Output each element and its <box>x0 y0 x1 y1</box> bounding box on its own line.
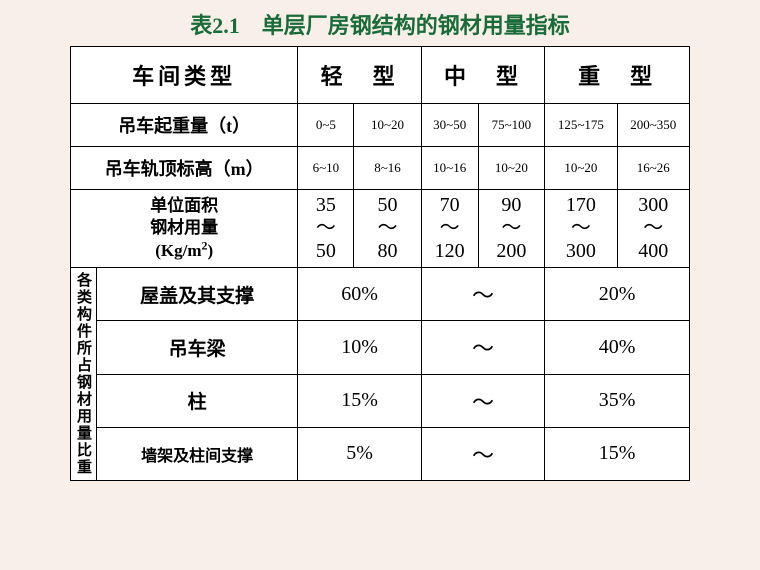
pct-heavy: 15% <box>545 427 690 480</box>
cell: 8~16 <box>354 147 421 190</box>
rail-height-row: 吊车轨顶标高（m） 6~10 8~16 10~16 10~20 10~20 16… <box>71 147 690 190</box>
steel-usage-table: 车间类型 轻 型 中 型 重 型 吊车起重量（t） 0~5 10~20 30~5… <box>70 46 690 481</box>
header-row: 车间类型 轻 型 中 型 重 型 <box>71 47 690 104</box>
component-row-roof: 各类构件所占钢材用量比重 屋盖及其支撑 60% ～ 20% <box>71 268 690 321</box>
cell: 300～400 <box>617 190 689 268</box>
pct-heavy: 35% <box>545 374 690 427</box>
cell: 35～50 <box>298 190 354 268</box>
rail-height-label: 吊车轨顶标高（m） <box>71 147 298 190</box>
label-line: 钢材用量 <box>150 218 218 237</box>
pct-light: 10% <box>298 321 421 374</box>
cell: 16~26 <box>617 147 689 190</box>
component-name: 屋盖及其支撑 <box>97 268 298 321</box>
label-line: (Kg/m2) <box>155 241 213 260</box>
cell: 170～300 <box>545 190 617 268</box>
component-name: 吊车梁 <box>97 321 298 374</box>
steel-usage-row: 单位面积 钢材用量 (Kg/m2) 35～50 50～80 70～120 90～… <box>71 190 690 268</box>
pct-tilde: ～ <box>421 321 544 374</box>
components-side-label: 各类构件所占钢材用量比重 <box>71 268 97 481</box>
cell: 10~20 <box>354 104 421 147</box>
cell: 10~20 <box>545 147 617 190</box>
component-name: 柱 <box>97 374 298 427</box>
pct-light: 5% <box>298 427 421 480</box>
pct-light: 60% <box>298 268 421 321</box>
cell: 75~100 <box>478 104 545 147</box>
pct-tilde: ～ <box>421 374 544 427</box>
crane-weight-label: 吊车起重量（t） <box>71 104 298 147</box>
component-name: 墙架及柱间支撑 <box>97 427 298 480</box>
pct-heavy: 40% <box>545 321 690 374</box>
cell: 200~350 <box>617 104 689 147</box>
pct-tilde: ～ <box>421 268 544 321</box>
col-medium: 中 型 <box>421 47 544 104</box>
col-heavy: 重 型 <box>545 47 690 104</box>
cell: 10~20 <box>478 147 545 190</box>
cell: 125~175 <box>545 104 617 147</box>
cell: 90～200 <box>478 190 545 268</box>
table-title: 表2.1 单层厂房钢结构的钢材用量指标 <box>0 8 760 40</box>
cell: 0~5 <box>298 104 354 147</box>
steel-usage-label: 单位面积 钢材用量 (Kg/m2) <box>71 190 298 268</box>
component-row-column: 柱 15% ～ 35% <box>71 374 690 427</box>
component-row-crane-beam: 吊车梁 10% ～ 40% <box>71 321 690 374</box>
cell: 10~16 <box>421 147 478 190</box>
cell: 6~10 <box>298 147 354 190</box>
cell: 70～120 <box>421 190 478 268</box>
cell: 30~50 <box>421 104 478 147</box>
col-workshop-type: 车间类型 <box>71 47 298 104</box>
pct-tilde: ～ <box>421 427 544 480</box>
pct-heavy: 20% <box>545 268 690 321</box>
crane-weight-row: 吊车起重量（t） 0~5 10~20 30~50 75~100 125~175 … <box>71 104 690 147</box>
label-line: 单位面积 <box>150 196 218 215</box>
cell: 50～80 <box>354 190 421 268</box>
pct-light: 15% <box>298 374 421 427</box>
component-row-wall: 墙架及柱间支撑 5% ～ 15% <box>71 427 690 480</box>
col-light: 轻 型 <box>298 47 421 104</box>
